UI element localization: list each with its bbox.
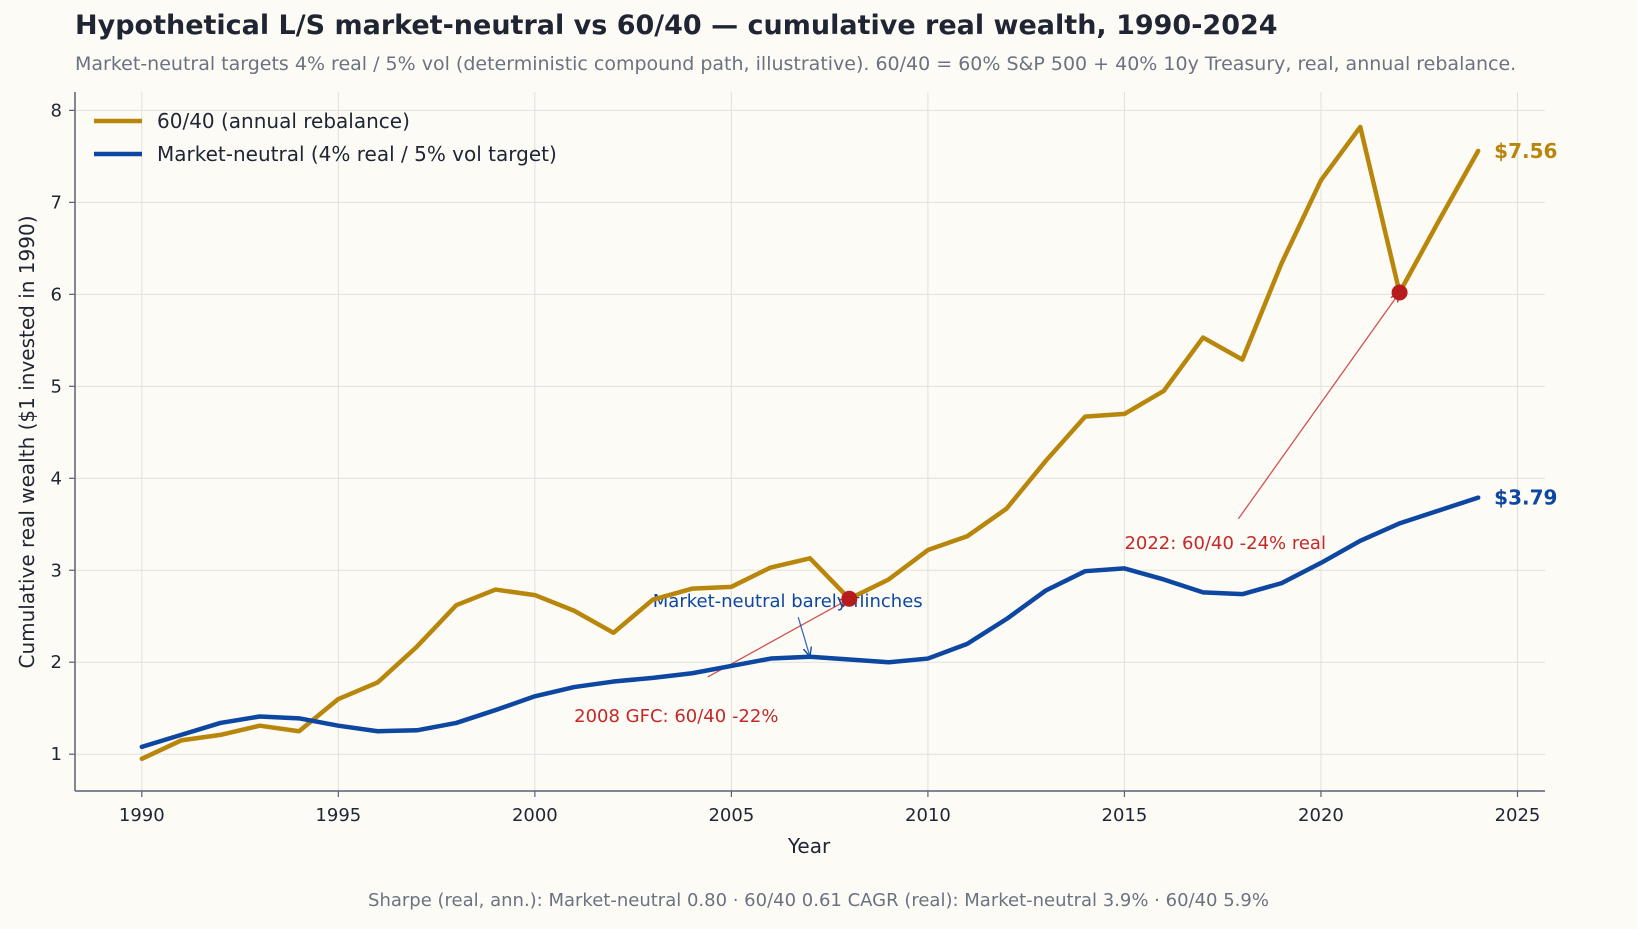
end-label-6040: $7.56 [1494,139,1557,163]
axes [74,92,1545,792]
annotation-arrow [797,616,810,657]
chart-subtitle: Market-neutral targets 4% real / 5% vol … [75,53,1517,75]
legend-label-market-neutral: Market-neutral (4% real / 5% vol target) [157,142,557,166]
end-label-market-neutral: $3.79 [1494,486,1557,510]
x-tick-label: 2010 [905,805,951,826]
x-tick-label: 1990 [119,805,165,826]
tick-labels: 1990 1995 2000 2005 2010 2015 2020 2025 1 2 3 4 5 6 7 8 [51,100,1541,826]
x-tick-label: 2025 [1495,805,1541,826]
gridlines [75,92,1545,791]
legend-label-6040: 60/40 (annual rebalance) [157,109,410,133]
end-labels: $7.56 $3.79 [1494,139,1557,510]
x-axis-title: Year [787,834,831,858]
x-tick-label: 1995 [315,805,361,826]
y-tick-label: 8 [51,100,62,121]
legend: 60/40 (annual rebalance) Market-neutral … [94,109,557,166]
x-tick-label: 2020 [1298,805,1344,826]
annotation-label: 2022: 60/40 -24% real [1124,533,1326,554]
event-marker [841,590,858,607]
y-tick-label: 4 [51,468,62,489]
series-lines [139,124,1481,762]
y-tick-label: 6 [51,284,62,305]
annotation-arrow [1237,293,1399,520]
event-marker [1391,284,1408,301]
x-tick-label: 2000 [512,805,558,826]
y-tick-label: 5 [51,376,62,397]
y-tick-label: 3 [51,560,62,581]
y-tick-label: 2 [51,652,62,673]
x-tick-label: 2005 [708,805,754,826]
chart-title: Hypothetical L/S market-neutral vs 60/40… [75,10,1278,41]
series-line-market-neutral [139,495,1481,750]
y-tick-label: 1 [51,744,62,765]
footer-stats: Sharpe (real, ann.): Market-neutral 0.80… [368,890,1269,911]
x-tick-label: 2015 [1102,805,1148,826]
annotation-label: 2008 GFC: 60/40 -22% [574,706,778,727]
series-line-6040 [139,124,1481,762]
annotation-label: Market-neutral barely flinches [653,591,923,612]
event-markers [841,284,1408,607]
y-axis-title: Cumulative real wealth ($1 invested in 1… [15,215,39,668]
y-tick-label: 7 [51,192,62,213]
